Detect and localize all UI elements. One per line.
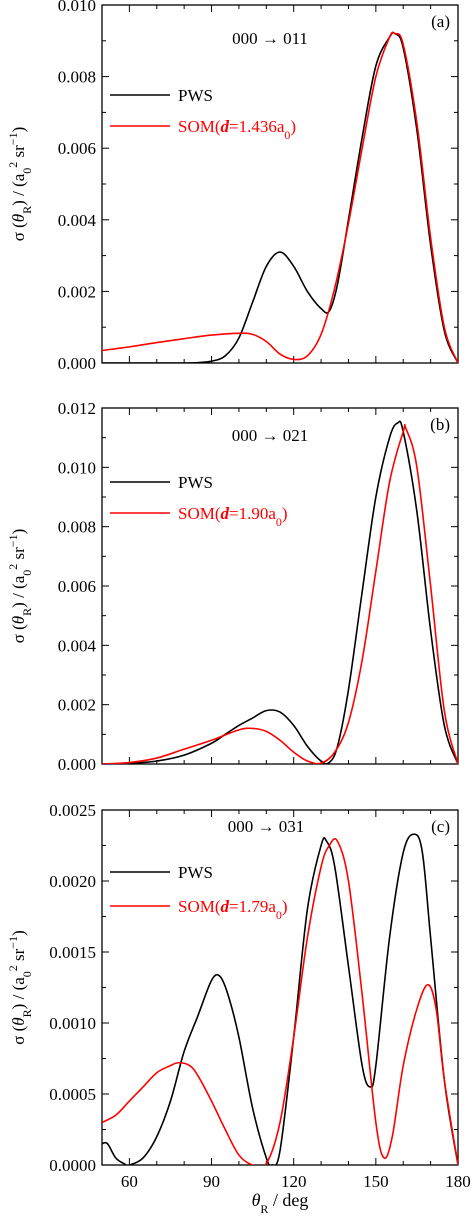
x-axis-title: θR / deg (252, 1190, 309, 1216)
legend-label-pws: PWS (178, 473, 213, 492)
y-tick-label: 0.010 (58, 458, 96, 477)
transition-annotation: 000 → 031 (228, 817, 305, 836)
series-line-pws (102, 31, 458, 363)
y-tick-label: 0.012 (58, 399, 96, 418)
transition-annotation: 000 → 011 (232, 29, 308, 48)
y-tick-label: 0.008 (58, 68, 96, 87)
transition-annotation: 000 → 021 (232, 426, 309, 445)
y-tick-label: 0.006 (58, 577, 96, 596)
x-tick-label: 120 (281, 1172, 307, 1191)
x-tick-label: 90 (203, 1172, 220, 1191)
series-line-som (102, 838, 458, 1165)
y-tick-label: 0.002 (58, 282, 96, 301)
x-tick-label: 180 (445, 1172, 471, 1191)
y-tick-label: 0.0010 (49, 1014, 96, 1033)
x-tick-label: 60 (121, 1172, 138, 1191)
series-line-pws (102, 420, 458, 764)
y-tick-label: 0.000 (58, 755, 96, 774)
panel-label: (c) (431, 817, 450, 836)
y-tick-label: 0.0005 (49, 1085, 96, 1104)
y-tick-label: 0.006 (58, 139, 96, 158)
y-tick-label: 0.0020 (49, 872, 96, 891)
panel-label: (b) (430, 415, 450, 434)
x-tick-label: 150 (363, 1172, 389, 1191)
y-tick-label: 0.010 (58, 0, 96, 15)
y-tick-label: 0.0015 (49, 943, 96, 962)
y-tick-label: 0.004 (58, 211, 97, 230)
y-tick-label: 0.004 (58, 636, 97, 655)
y-tick-label: 0.000 (58, 354, 96, 373)
legend-label-pws: PWS (178, 86, 213, 105)
y-tick-label: 0.002 (58, 696, 96, 715)
y-tick-label: 0.0000 (49, 1156, 96, 1175)
y-tick-label: 0.0025 (49, 801, 96, 820)
series-line-som (102, 31, 458, 363)
series-line-pws (102, 833, 458, 1165)
series-line-som (102, 423, 458, 764)
legend-label-pws: PWS (178, 863, 213, 882)
y-tick-label: 0.008 (58, 518, 96, 537)
panel-label: (a) (431, 12, 450, 31)
